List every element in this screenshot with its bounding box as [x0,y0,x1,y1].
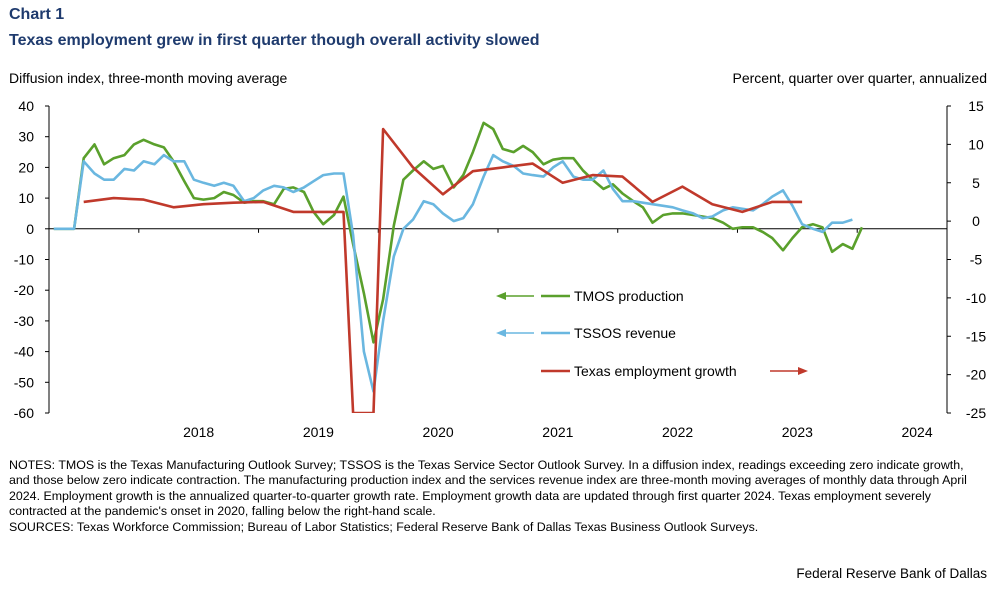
x-tick-label: 2024 [901,424,932,440]
left-tick-label: -30 [14,313,34,329]
notes-text: NOTES: TMOS is the Texas Manufacturing O… [9,458,967,519]
legend-arrow-left-icon [496,329,506,337]
x-tick-label: 2022 [662,424,693,440]
credit-line: Federal Reserve Bank of Dallas [796,566,987,581]
left-tick-label: 40 [18,98,34,114]
legend-arrow-right-icon [798,367,808,375]
left-tick-label: -10 [14,252,34,268]
left-axis-unit-label: Diffusion index, three-month moving aver… [9,70,288,86]
left-tick-label: 20 [18,159,34,175]
sources-text: SOURCES: Texas Workforce Commission; Bur… [9,519,759,534]
left-tick-label: -20 [14,282,34,298]
legend-label-tssos-revenue: TSSOS revenue [574,325,676,341]
left-tick-label: 30 [18,129,34,145]
x-tick-label: 2020 [423,424,454,440]
left-tick-label: -60 [14,405,34,421]
chart-notes: NOTES: TMOS is the Texas Manufacturing O… [9,458,984,535]
right-tick-label: -25 [966,405,986,421]
left-tick-label: -50 [14,374,34,390]
chart-title: Texas employment grew in first quarter t… [9,32,540,49]
x-tick-label: 2021 [542,424,573,440]
left-tick-label: 0 [26,221,34,237]
right-tick-label: 15 [968,98,984,114]
line-chart: 40 30 20 10 0 -10 -20 -30 -40 -50 -60 15 10 5 0 -5 -10 -1… [14,98,987,440]
right-axis-unit-label: Percent, quarter over quarter, annualize… [732,70,988,86]
series-lines [53,121,864,413]
series-line-tssos-revenue [53,153,853,393]
x-tick-label: 2023 [782,424,813,440]
left-tick-label: -40 [14,344,34,360]
right-tick-label: -5 [970,252,983,268]
right-tick-label: -20 [966,367,986,383]
right-tick-label: 5 [972,175,980,191]
chart-legend: TMOS production TSSOS revenue Texas employ… [496,288,808,379]
legend-label-tmos-production: TMOS production [574,288,684,304]
series-line-tmos-production [53,121,864,344]
chart-number: Chart 1 [9,6,65,23]
right-tick-label: -10 [966,290,986,306]
legend-label-texas-employment-growth: Texas employment growth [574,363,737,379]
right-tick-label: 10 [968,136,984,152]
series-line-texas-employment-growth [83,127,803,413]
legend-arrow-left-icon [496,292,506,300]
x-tick-label: 2019 [303,424,334,440]
chart-axes: 40 30 20 10 0 -10 -20 -30 -40 -50 -60 15 10 5 0 -5 -10 -1… [14,98,987,440]
right-tick-label: 0 [972,213,980,229]
right-tick-label: -15 [966,328,986,344]
left-tick-label: 10 [18,190,34,206]
x-tick-label: 2018 [183,424,214,440]
